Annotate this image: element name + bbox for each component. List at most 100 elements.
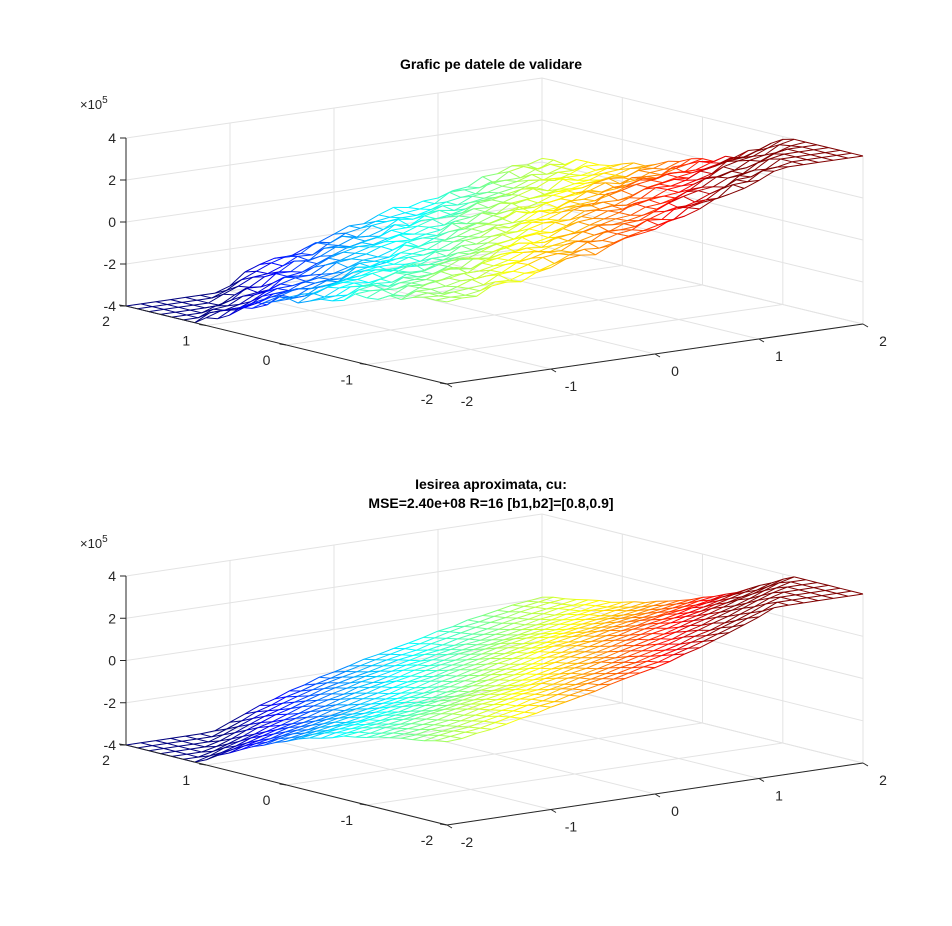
mesh-line xyxy=(555,623,572,631)
mesh-line xyxy=(353,675,366,678)
mesh-line xyxy=(464,621,480,627)
mesh-line xyxy=(465,639,481,645)
mesh-line xyxy=(639,619,652,621)
mesh-line xyxy=(412,215,425,220)
mesh-line xyxy=(288,722,304,728)
mesh-line xyxy=(463,658,479,666)
mesh-line xyxy=(806,159,819,163)
mesh-line xyxy=(477,693,490,696)
mesh-line xyxy=(447,649,463,655)
mesh-line xyxy=(629,628,645,636)
mesh-line xyxy=(594,230,606,236)
grid-line-z xyxy=(125,640,864,722)
mesh-line xyxy=(360,225,372,229)
mesh-line xyxy=(293,695,310,703)
mesh-line xyxy=(406,271,422,275)
mesh-line xyxy=(315,242,328,245)
mesh-line xyxy=(575,240,588,243)
mesh-line xyxy=(646,219,659,226)
mesh-line xyxy=(397,692,413,699)
mesh-line xyxy=(471,715,488,722)
mesh-line xyxy=(331,247,348,257)
mesh-line xyxy=(519,250,536,262)
mesh-line xyxy=(504,698,521,705)
mesh-line xyxy=(494,716,510,724)
mesh-line xyxy=(280,717,296,726)
mesh-line xyxy=(272,713,288,723)
mesh-line xyxy=(648,633,665,641)
mesh-line xyxy=(848,155,864,159)
mesh-line xyxy=(358,682,374,688)
mesh-line xyxy=(479,615,495,623)
mesh-line xyxy=(431,691,447,699)
mesh-line xyxy=(443,653,459,661)
mesh-line xyxy=(275,271,291,275)
mesh-line xyxy=(681,615,698,623)
mesh-line xyxy=(592,606,608,611)
mesh-line xyxy=(321,704,337,712)
mesh-line xyxy=(406,225,418,229)
mesh-line xyxy=(569,689,585,696)
mesh-line xyxy=(520,221,533,225)
x-tick-mark xyxy=(862,762,869,767)
mesh-line xyxy=(370,702,383,705)
mesh-line xyxy=(595,605,608,608)
mesh-line xyxy=(434,724,446,727)
mesh-line xyxy=(555,656,571,663)
mesh-line xyxy=(611,610,628,617)
mesh-line xyxy=(486,218,502,225)
mesh-line xyxy=(316,699,329,701)
mesh-line xyxy=(193,304,206,309)
mesh-line xyxy=(372,269,388,274)
mesh-line xyxy=(503,634,519,641)
mesh-line xyxy=(698,186,714,192)
mesh-line xyxy=(627,214,643,222)
mesh-line xyxy=(663,195,676,199)
surface-mesh xyxy=(125,138,864,324)
mesh-line xyxy=(342,282,355,284)
mesh-line xyxy=(720,620,737,629)
mesh-line xyxy=(415,242,431,248)
mesh-line xyxy=(576,640,592,647)
chart-title-line-2: MSE=2.40e+08 R=16 [b1,b2]=[0.8,0.9] xyxy=(368,495,613,511)
mesh-line xyxy=(466,658,479,661)
mesh-line xyxy=(521,233,538,238)
mesh-line xyxy=(391,229,403,234)
mesh-line xyxy=(480,633,496,641)
mesh-line xyxy=(361,242,374,246)
mesh-line xyxy=(408,254,424,258)
mesh-line xyxy=(253,725,270,735)
mesh-line xyxy=(462,694,478,701)
mesh-line xyxy=(415,680,431,689)
mesh-line xyxy=(364,670,381,677)
mesh-line xyxy=(538,210,551,214)
grid-line-z xyxy=(125,119,864,199)
mesh-line xyxy=(696,607,713,617)
mesh-line xyxy=(389,212,406,218)
mesh-line xyxy=(486,709,502,717)
mesh-line xyxy=(273,727,289,735)
mesh-line xyxy=(650,179,663,184)
mesh-line xyxy=(583,248,596,256)
mesh-line xyxy=(664,161,680,170)
mesh-line xyxy=(627,650,643,658)
mesh-line xyxy=(487,185,503,193)
mesh-line xyxy=(400,247,416,254)
mesh-line xyxy=(816,144,829,149)
mesh-line xyxy=(581,216,594,219)
mesh-line xyxy=(348,225,361,229)
mesh-line xyxy=(393,697,409,704)
mesh-line xyxy=(505,663,521,670)
y-tick-label: 0 xyxy=(263,792,271,808)
mesh-line xyxy=(825,587,841,591)
mesh-line xyxy=(407,284,423,287)
mesh-line xyxy=(736,179,748,183)
mesh-line xyxy=(473,207,489,210)
mesh-line xyxy=(567,673,583,679)
mesh-line xyxy=(498,622,514,630)
mesh-line xyxy=(535,267,552,274)
mesh-line xyxy=(389,733,405,739)
mesh-line xyxy=(684,208,700,217)
mesh-line xyxy=(596,645,612,653)
mesh-line xyxy=(780,156,796,160)
